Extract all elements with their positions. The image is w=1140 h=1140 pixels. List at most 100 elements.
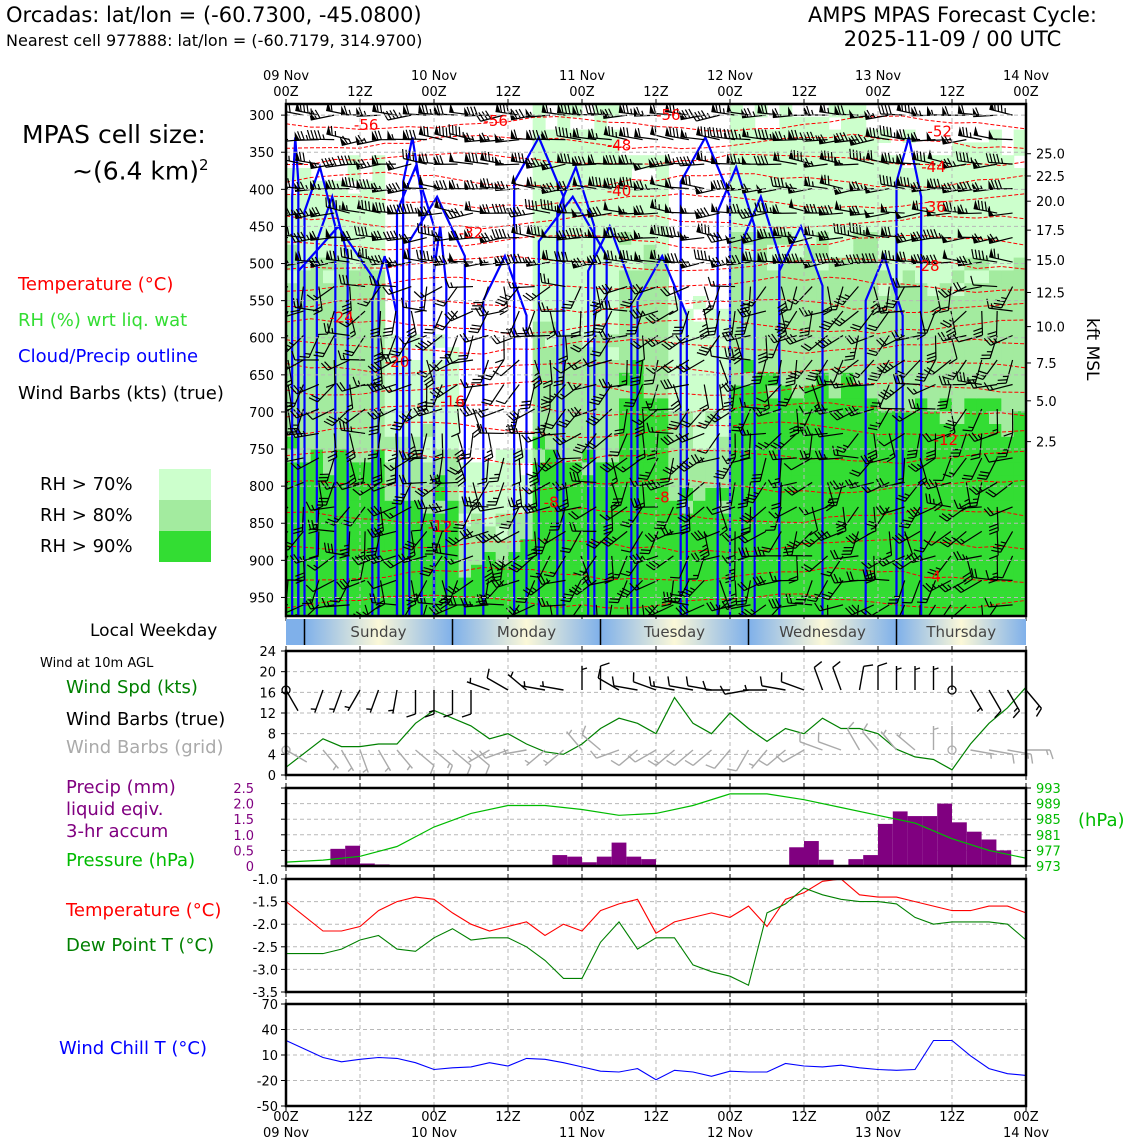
rh-shade-cell bbox=[483, 526, 497, 540]
rh-shade-cell bbox=[804, 552, 817, 566]
legend-precip-l3: 3-hr accum bbox=[66, 821, 169, 842]
rh-shade-cell bbox=[668, 296, 682, 310]
rh-shade-cell bbox=[791, 347, 805, 361]
rh-shade-cell bbox=[853, 116, 867, 131]
barb-feather bbox=[278, 309, 283, 317]
rh-shade-cell bbox=[705, 539, 719, 553]
barb-half-feather bbox=[400, 493, 406, 496]
rh-shade-cell bbox=[421, 424, 435, 438]
rh-shade-cell bbox=[545, 244, 558, 259]
rh-shade-cell bbox=[976, 270, 990, 284]
rh-shade-cell bbox=[668, 385, 682, 399]
wind-barb bbox=[286, 432, 289, 435]
rh-shade-cell bbox=[347, 270, 361, 284]
rh-shade-cell bbox=[471, 577, 484, 591]
rh-shade-cell bbox=[446, 424, 460, 438]
rh-shade-cell bbox=[606, 552, 620, 566]
barb-feather bbox=[405, 149, 408, 160]
rh-shade-cell bbox=[631, 155, 645, 169]
barb-half-feather bbox=[506, 520, 512, 523]
rh-shade-cell bbox=[853, 296, 867, 310]
rh-shade-cell bbox=[347, 193, 361, 207]
rh-shade-cell bbox=[643, 513, 657, 527]
cell-size-label: MPAS cell size: bbox=[22, 120, 206, 149]
rh-shade-cell bbox=[483, 462, 497, 476]
rh-shade-cell bbox=[594, 462, 608, 476]
rh-shade-cell bbox=[705, 475, 719, 489]
rh-shade-cell bbox=[631, 219, 645, 233]
barb-feather bbox=[609, 598, 620, 600]
rh-shade-cell bbox=[668, 603, 682, 616]
rh-shade-cell bbox=[619, 219, 632, 233]
rh-shade-cell bbox=[545, 142, 558, 156]
rh-shade-cell bbox=[1013, 219, 1026, 233]
barb-feather bbox=[624, 401, 635, 404]
top-hour-label: 00Z bbox=[717, 85, 743, 100]
barb-flag bbox=[280, 226, 285, 236]
rh-shade-cell bbox=[668, 564, 682, 579]
rh-shade-cell bbox=[446, 436, 460, 451]
rh-shade-cell bbox=[927, 513, 941, 527]
rh-shade-cell bbox=[804, 462, 817, 476]
rh-shade-cell bbox=[705, 564, 719, 579]
rh-shade-cell bbox=[754, 564, 768, 579]
forecast-cycle-line1: AMPS MPAS Forecast Cycle: bbox=[808, 3, 1097, 27]
cell-size-value: ~(6.4 km)2 bbox=[72, 156, 209, 185]
rh-shade-cell bbox=[964, 168, 978, 182]
nearest-cell-subtitle: Nearest cell 977888: lat/lon = (-60.7179… bbox=[6, 31, 423, 50]
barb-feather bbox=[670, 576, 680, 579]
vertical-profile-chart: -56 -56 -56-52-48-44-40-36-32-28-24-20-16-… bbox=[249, 99, 1065, 621]
rh-shade-cell bbox=[939, 488, 953, 502]
rh-shade-cell bbox=[841, 334, 854, 348]
rh-shade-cell bbox=[545, 360, 558, 374]
barb-feather bbox=[365, 248, 368, 259]
barb-half-feather bbox=[345, 205, 348, 211]
barb-half-feather bbox=[505, 618, 510, 619]
rh-shade-cell bbox=[989, 193, 1002, 207]
rh-shade-cell bbox=[730, 283, 743, 297]
cell-size-value-text: ~(6.4 km) bbox=[72, 156, 199, 186]
rh-shade-cell bbox=[841, 219, 854, 233]
rh-shade-cell bbox=[643, 296, 657, 310]
rh-shade-cell bbox=[693, 411, 706, 425]
rh-shade-cell bbox=[717, 577, 731, 591]
rh-shade-cell bbox=[643, 360, 657, 374]
barb-feather bbox=[515, 601, 526, 604]
rh-shade-cell bbox=[384, 436, 398, 451]
rh-shade-cell bbox=[730, 411, 743, 425]
rh-shade-cell bbox=[594, 193, 608, 207]
barb-feather bbox=[328, 198, 331, 208]
rh-shade-cell bbox=[434, 436, 447, 451]
rh-shade-cell bbox=[347, 564, 361, 579]
rh-shade-cell bbox=[347, 526, 361, 540]
rh-shade-cell bbox=[952, 564, 965, 579]
rh-shade-cell bbox=[989, 142, 1002, 156]
barb-feather bbox=[426, 126, 429, 137]
legend-precip-l2: liquid eqiv. bbox=[66, 799, 164, 820]
top-date-label: 14 Nov bbox=[1003, 69, 1049, 84]
barb-feather bbox=[275, 310, 280, 318]
barb-staff bbox=[448, 260, 474, 263]
barb-half-feather bbox=[331, 327, 334, 334]
barb-feather bbox=[700, 223, 703, 234]
rh-shade-cell bbox=[483, 513, 497, 527]
rh-shade-cell bbox=[643, 449, 657, 463]
rh-shade-cell bbox=[619, 475, 632, 489]
rh-shade-cell bbox=[606, 270, 620, 284]
barb-feather bbox=[268, 478, 277, 479]
rh-shade-cell bbox=[668, 449, 682, 463]
rh-shade-cell bbox=[693, 372, 706, 387]
rh-shade-cell bbox=[767, 321, 780, 335]
barb-feather bbox=[445, 127, 448, 138]
rh-shade-cell bbox=[927, 219, 941, 233]
rh-shade-cell bbox=[779, 116, 793, 131]
rh-shade-cell bbox=[804, 270, 817, 284]
rh-shade-cell bbox=[902, 577, 916, 591]
barb-staff bbox=[286, 579, 304, 581]
rh-shade-cell bbox=[569, 347, 583, 361]
rh-shade-cell bbox=[1013, 347, 1026, 361]
rh-shade-cell bbox=[446, 526, 460, 540]
rh-shade-cell bbox=[1013, 603, 1026, 616]
rh-shade-cell bbox=[335, 488, 349, 502]
rh-shade-cell bbox=[656, 283, 669, 297]
